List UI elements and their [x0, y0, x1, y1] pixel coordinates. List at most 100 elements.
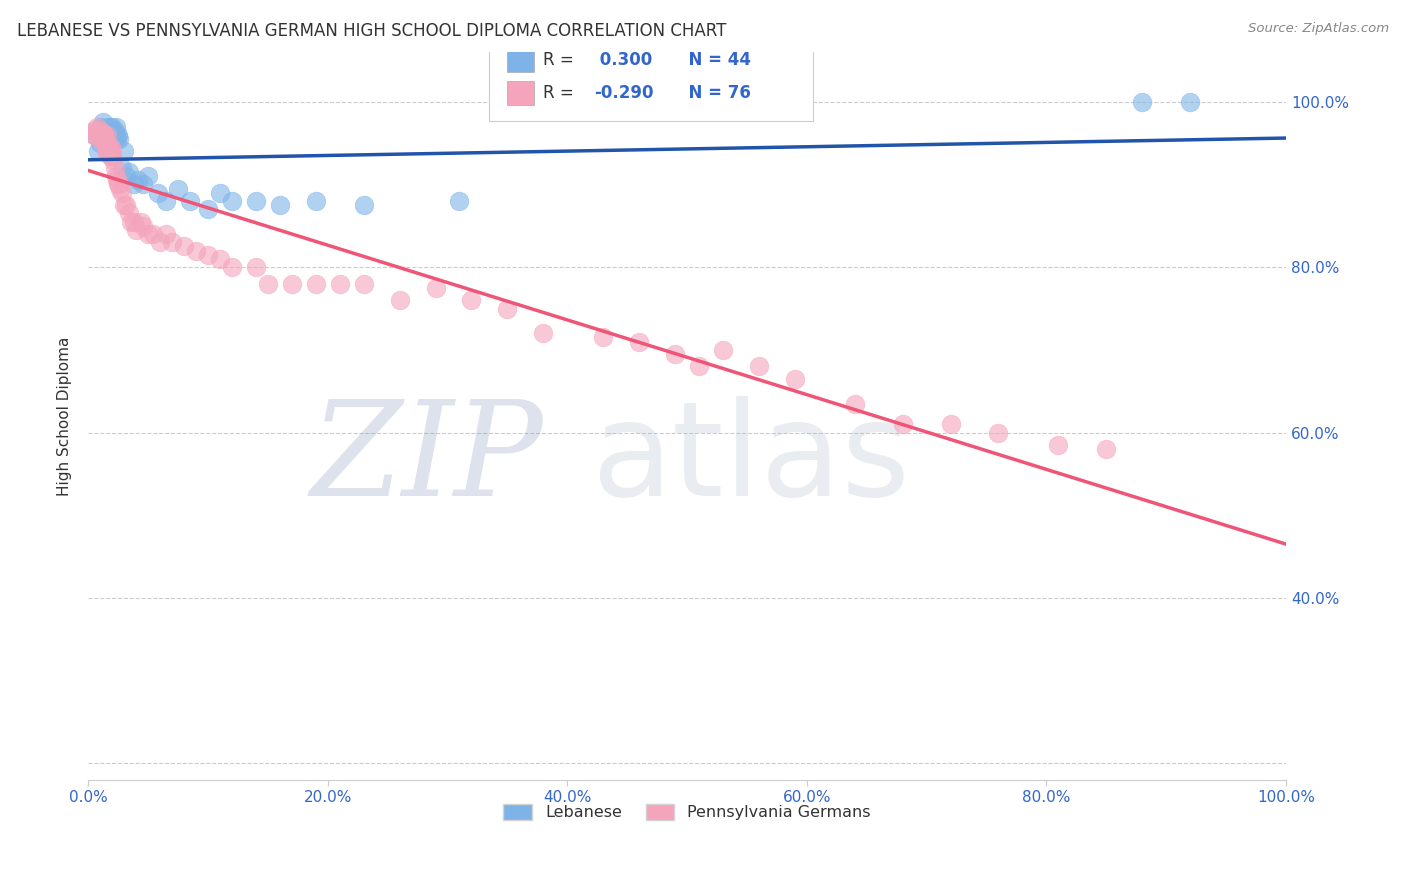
Point — [184, 244, 207, 258]
Point — [155, 227, 177, 241]
Point — [87, 128, 110, 142]
Point — [1178, 95, 1201, 109]
Point — [208, 252, 231, 266]
Point — [101, 120, 124, 134]
Point — [83, 128, 105, 142]
Point — [329, 277, 352, 291]
Text: Source: ZipAtlas.com: Source: ZipAtlas.com — [1249, 22, 1389, 36]
Text: ZIP: ZIP — [311, 395, 543, 524]
Point — [84, 124, 107, 138]
Point — [891, 417, 914, 432]
Point — [425, 281, 447, 295]
Point — [103, 132, 125, 146]
Point — [664, 347, 686, 361]
Point — [1095, 442, 1118, 457]
Point — [132, 219, 155, 233]
Point — [101, 128, 124, 142]
Point — [90, 128, 112, 142]
Point — [82, 124, 104, 138]
Point — [108, 132, 131, 146]
Point — [173, 239, 195, 253]
Point — [101, 145, 124, 159]
Point — [100, 132, 122, 146]
Point — [98, 128, 121, 142]
Point — [87, 128, 110, 142]
Point — [122, 178, 145, 192]
Point — [103, 153, 125, 167]
Point — [98, 145, 121, 159]
Point — [103, 161, 125, 175]
Point — [449, 194, 471, 208]
Point — [125, 223, 148, 237]
Point — [1047, 438, 1070, 452]
Text: 0.300: 0.300 — [593, 51, 652, 70]
Point — [105, 132, 128, 146]
Y-axis label: High School Diploma: High School Diploma — [58, 336, 72, 496]
Point — [103, 124, 125, 138]
Point — [94, 120, 117, 134]
Point — [149, 235, 172, 250]
Point — [987, 425, 1010, 440]
Point — [115, 169, 138, 184]
Point — [89, 128, 111, 142]
Bar — [508, 81, 534, 104]
Point — [87, 145, 110, 159]
Point — [221, 260, 243, 275]
Point — [245, 194, 267, 208]
Point — [388, 293, 411, 308]
Point — [104, 120, 127, 134]
Point — [89, 136, 111, 150]
Point — [110, 181, 132, 195]
Point — [167, 181, 190, 195]
Point — [91, 115, 114, 129]
Point — [155, 194, 177, 208]
Text: R =: R = — [543, 51, 579, 70]
Point — [86, 120, 108, 134]
Point — [305, 277, 328, 291]
Point — [160, 235, 183, 250]
Point — [83, 128, 105, 142]
Point — [592, 330, 614, 344]
Text: atlas: atlas — [592, 396, 910, 524]
Text: N = 76: N = 76 — [678, 84, 751, 102]
Point — [94, 128, 117, 142]
Text: R =: R = — [543, 84, 579, 102]
Point — [105, 173, 128, 187]
Point — [112, 145, 135, 159]
Point — [97, 140, 120, 154]
Point — [104, 128, 127, 142]
Point — [127, 173, 149, 187]
Point — [98, 120, 121, 134]
Point — [97, 124, 120, 138]
Point — [136, 169, 159, 184]
Text: LEBANESE VS PENNSYLVANIA GERMAN HIGH SCHOOL DIPLOMA CORRELATION CHART: LEBANESE VS PENNSYLVANIA GERMAN HIGH SCH… — [17, 22, 727, 40]
Point — [94, 145, 117, 159]
Point — [118, 206, 141, 220]
Point — [748, 359, 770, 374]
Point — [107, 128, 129, 142]
Point — [305, 194, 328, 208]
Point — [269, 198, 291, 212]
Point — [107, 178, 129, 192]
Point — [132, 178, 155, 192]
Bar — [508, 48, 534, 71]
Point — [120, 215, 142, 229]
Point — [136, 227, 159, 241]
Point — [783, 372, 806, 386]
Point — [256, 277, 278, 291]
Point — [111, 186, 134, 200]
Text: -0.290: -0.290 — [593, 84, 654, 102]
Point — [197, 248, 219, 262]
Point — [939, 417, 962, 432]
Point — [179, 194, 201, 208]
Point — [108, 178, 131, 192]
Point — [197, 202, 219, 217]
Point — [221, 194, 243, 208]
Point — [94, 132, 117, 146]
Point — [1130, 95, 1153, 109]
Point — [96, 128, 118, 142]
Point — [100, 140, 122, 154]
Point — [90, 124, 112, 138]
Point — [93, 124, 115, 138]
Point — [245, 260, 267, 275]
